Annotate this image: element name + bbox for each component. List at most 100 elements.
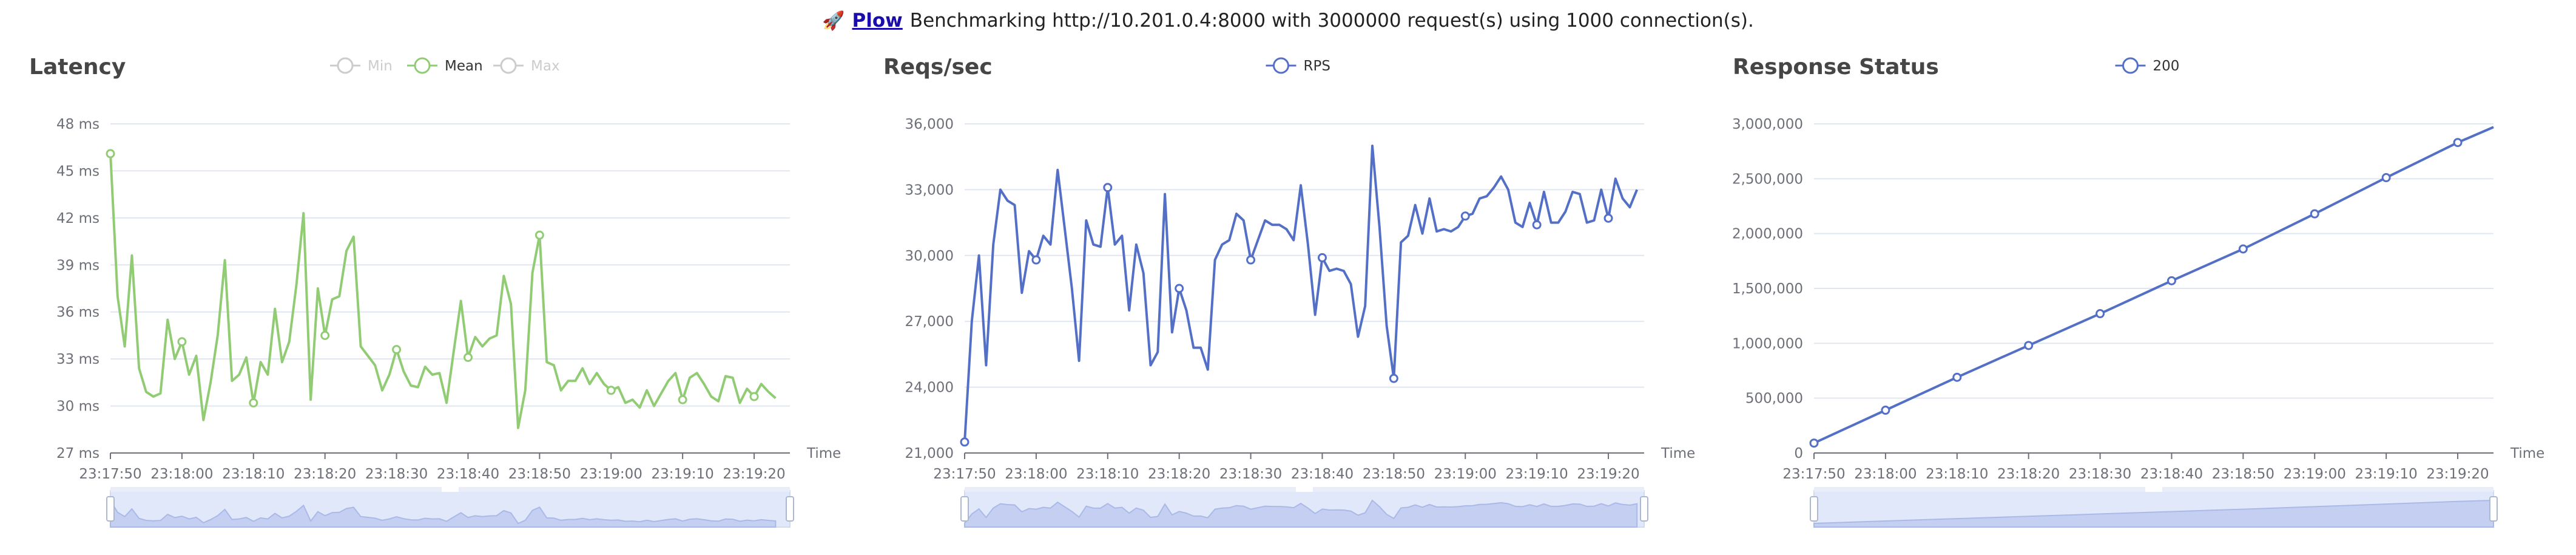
- data-point[interactable]: [392, 345, 402, 355]
- chart-title: Response Status: [1733, 55, 1939, 80]
- x-tick-label: 23:18:30: [365, 466, 428, 482]
- data-point[interactable]: [534, 230, 544, 240]
- y-tick-label: 30 ms: [56, 399, 99, 415]
- x-tick-label: 23:19:10: [2355, 466, 2418, 482]
- data-zoom-slider[interactable]: [1810, 487, 2498, 528]
- data-point[interactable]: [106, 149, 115, 158]
- data-zoom-slider[interactable]: [106, 487, 794, 528]
- data-point[interactable]: [2381, 173, 2391, 183]
- x-tick-label: 23:19:20: [2426, 466, 2489, 482]
- series-line-200: [1813, 126, 2494, 444]
- data-point[interactable]: [1317, 253, 1327, 262]
- benchmark-description: Benchmarking http://10.201.0.4:8000 with…: [909, 10, 1754, 32]
- legend-label: Min: [368, 58, 393, 74]
- data-point[interactable]: [1532, 220, 1542, 230]
- legend-item-max[interactable]: Max: [493, 57, 560, 74]
- x-tick-label: 23:18:40: [1291, 466, 1354, 482]
- data-point[interactable]: [606, 386, 616, 395]
- data-point[interactable]: [2024, 341, 2034, 350]
- x-tick-label: 23:17:50: [933, 466, 996, 482]
- x-tick-label: 23:19:00: [1434, 466, 1497, 482]
- data-point[interactable]: [177, 337, 187, 347]
- zoom-move-handle[interactable]: [442, 487, 459, 492]
- x-tick-label: 23:17:50: [79, 466, 141, 482]
- zoom-preview-area: [964, 499, 1638, 528]
- zoom-move-handle[interactable]: [1296, 487, 1313, 492]
- series-line-rps: [963, 145, 1639, 443]
- x-tick-label: 23:18:20: [1148, 466, 1210, 482]
- data-zoom-slider[interactable]: [960, 487, 1648, 528]
- x-tick-label: 23:19:10: [1506, 466, 1568, 482]
- legend-item-200[interactable]: 200: [2115, 57, 2180, 74]
- x-tick-label: 23:18:30: [1219, 466, 1282, 482]
- data-point[interactable]: [1389, 373, 1398, 383]
- x-tick-label: 23:18:20: [1997, 466, 2060, 482]
- data-point[interactable]: [1952, 372, 1962, 382]
- data-point[interactable]: [960, 437, 969, 447]
- zoom-handle-right[interactable]: [786, 496, 794, 522]
- legend-circle-icon: [500, 57, 517, 74]
- y-tick-label: 1,000,000: [1732, 336, 1803, 352]
- x-axis-label: Time: [2510, 446, 2544, 461]
- legend-label: Mean: [445, 58, 483, 74]
- data-point[interactable]: [1031, 255, 1041, 265]
- data-point[interactable]: [1103, 183, 1113, 192]
- y-tick-label: 45 ms: [56, 163, 99, 179]
- x-tick-label: 23:19:20: [1577, 466, 1639, 482]
- legend-item-rps[interactable]: RPS: [1266, 57, 1330, 74]
- zoom-move-handle[interactable]: [2145, 487, 2162, 492]
- page-header: 🚀 Plow Benchmarking http://10.201.0.4:80…: [0, 5, 2576, 36]
- x-axis-label: Time: [806, 446, 841, 461]
- data-point[interactable]: [320, 330, 330, 340]
- chart-title: Latency: [29, 55, 126, 80]
- data-point[interactable]: [1881, 406, 1890, 415]
- chart-title: Reqs/sec: [883, 55, 993, 80]
- y-tick-label: 500,000: [1745, 391, 1803, 407]
- data-point[interactable]: [249, 398, 258, 407]
- data-point[interactable]: [1809, 438, 1819, 448]
- y-tick-label: 2,500,000: [1732, 171, 1803, 187]
- data-point[interactable]: [678, 395, 687, 404]
- x-tick-label: 23:18:10: [222, 466, 285, 482]
- legend-item-min[interactable]: Min: [330, 57, 393, 74]
- zoom-handle-left[interactable]: [960, 496, 969, 522]
- x-tick-label: 23:18:50: [1363, 466, 1425, 482]
- legend-circle-icon: [1273, 57, 1289, 74]
- zoom-handle-right[interactable]: [2489, 496, 2498, 522]
- data-point[interactable]: [1603, 213, 1613, 223]
- zoom-handle-left[interactable]: [1810, 496, 1818, 522]
- data-point[interactable]: [2453, 138, 2463, 148]
- y-tick-label: 36,000: [905, 117, 954, 132]
- x-tick-label: 23:18:10: [1076, 466, 1139, 482]
- y-tick-label: 3,000,000: [1732, 117, 1803, 132]
- y-tick-label: 42 ms: [56, 211, 99, 226]
- y-tick-label: 39 ms: [56, 257, 99, 273]
- data-point[interactable]: [463, 353, 473, 363]
- legend-circle-icon: [337, 57, 354, 74]
- x-tick-label: 23:18:10: [1926, 466, 1988, 482]
- data-point[interactable]: [2310, 209, 2319, 219]
- data-point[interactable]: [1460, 211, 1470, 221]
- legend-circle-icon: [414, 57, 431, 74]
- y-tick-label: 24,000: [905, 380, 954, 396]
- zoom-handle-left[interactable]: [106, 496, 115, 522]
- zoom-handle-right[interactable]: [1640, 496, 1648, 522]
- data-point[interactable]: [1246, 255, 1256, 265]
- x-tick-label: 23:18:40: [2140, 466, 2203, 482]
- x-tick-label: 23:19:10: [652, 466, 714, 482]
- rocket-icon: 🚀: [822, 10, 845, 32]
- plow-link[interactable]: Plow: [852, 10, 903, 32]
- data-point[interactable]: [2096, 309, 2105, 319]
- y-tick-label: 27 ms: [56, 446, 99, 461]
- data-point[interactable]: [749, 392, 759, 401]
- data-point[interactable]: [2166, 276, 2176, 285]
- legend-item-mean[interactable]: Mean: [407, 57, 483, 74]
- data-point[interactable]: [2238, 244, 2248, 254]
- y-tick-label: 36 ms: [56, 305, 99, 321]
- x-tick-label: 23:17:50: [1782, 466, 1845, 482]
- x-tick-label: 23:18:40: [437, 466, 499, 482]
- y-tick-label: 33 ms: [56, 352, 99, 367]
- data-point[interactable]: [1175, 284, 1184, 293]
- y-tick-label: 48 ms: [56, 117, 99, 132]
- legend-label: 200: [2153, 58, 2180, 74]
